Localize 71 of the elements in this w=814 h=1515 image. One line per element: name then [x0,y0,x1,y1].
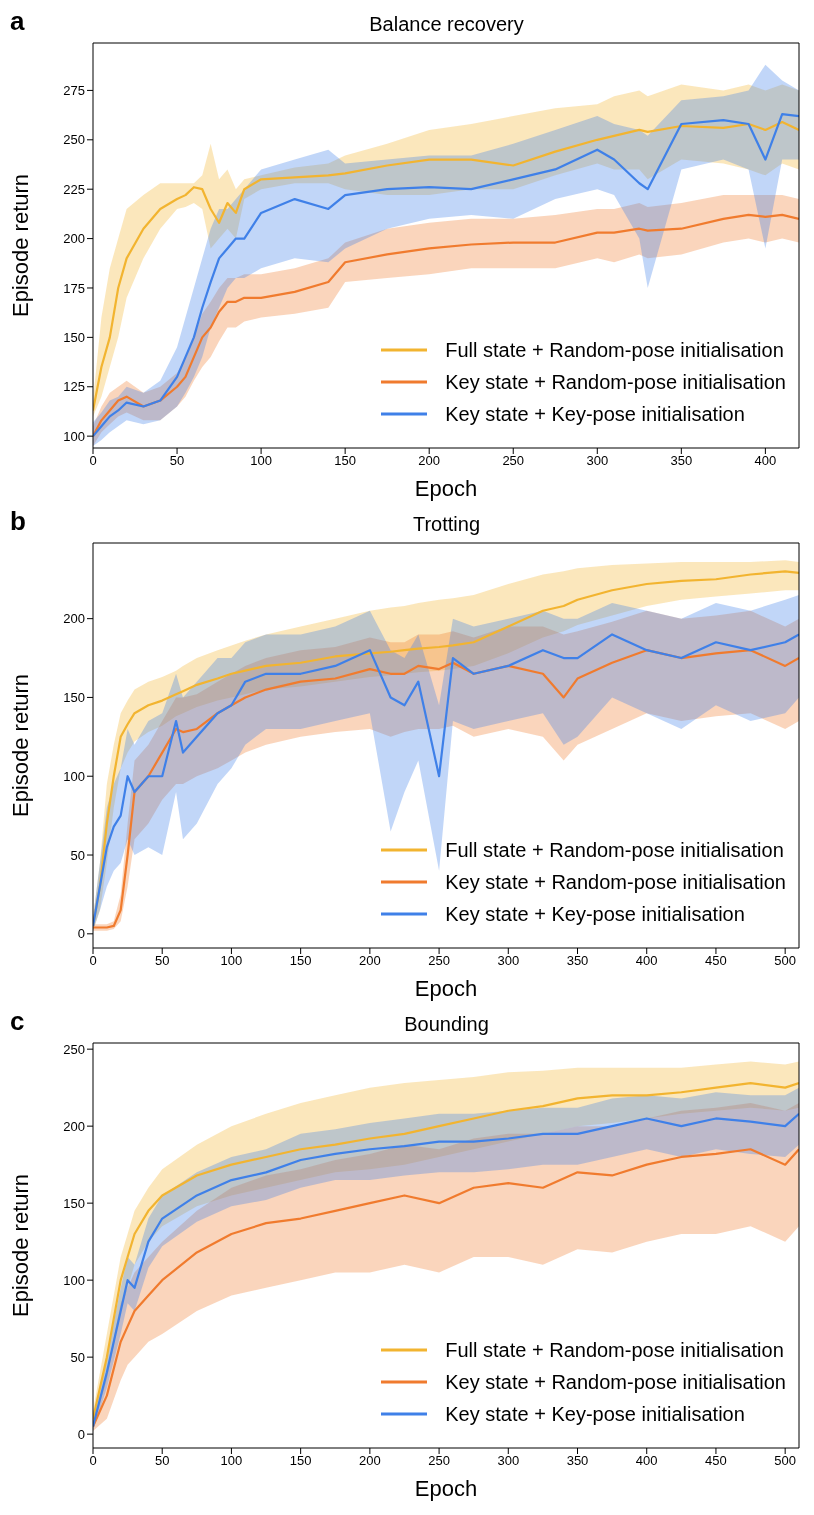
legend-label: Key state + Random-pose initialisation [445,870,786,895]
y-tick-label: 100 [63,768,85,784]
x-axis-title: Epoch [414,476,478,501]
y-tick-label: 200 [63,231,85,247]
y-tick-label: 150 [63,1195,85,1211]
x-tick-label: 150 [289,1453,312,1469]
x-tick-label: 0 [89,953,97,969]
y-tick-label: 100 [63,428,85,444]
y-tick-label: 250 [63,132,85,148]
legend-label: Full state + Random-pose initialisation [445,338,784,363]
y-tick-label: 150 [63,329,85,345]
legend-label: Key state + Key-pose initialisation [445,1402,745,1427]
y-tick-label: 275 [63,83,85,99]
legend-label: Key state + Key-pose initialisation [445,402,745,427]
y-tick-label: 0 [77,1426,85,1442]
y-tick-label: 200 [63,611,85,627]
y-tick-label: 175 [63,280,85,296]
text: c [10,1006,25,1036]
legend-label: Full state + Random-pose initialisation [445,1338,784,1363]
x-tick-label: 400 [754,453,777,469]
y-axis-title: Episode return [7,673,33,818]
y-tick-label: 100 [63,1272,85,1288]
x-tick-label: 250 [428,953,450,969]
y-tick-label: 200 [63,1118,85,1134]
x-tick-label: 400 [635,953,658,969]
y-tick-label: 0 [77,926,85,942]
x-tick-label: 50 [154,1453,170,1469]
legend-label: Full state + Random-pose initialisation [445,838,784,863]
x-tick-label: 250 [502,453,525,469]
legend-label: Key state + Random-pose initialisation [445,1370,786,1395]
x-tick-label: 200 [359,1453,381,1469]
y-tick-label: 250 [63,1041,85,1057]
x-tick-label: 300 [497,953,520,969]
x-tick-label: 150 [334,453,356,469]
text: a [10,6,25,36]
x-tick-label: 200 [418,453,441,469]
legend-label: Key state + Random-pose initialisation [445,370,786,395]
text: b [10,506,26,536]
y-axis-title: Episode return [7,1173,33,1318]
x-tick-label: 100 [220,953,243,969]
y-tick-label: 50 [70,847,85,863]
chart-title: Balance recovery [368,12,525,36]
x-tick-label: 300 [497,1453,520,1469]
x-tick-label: 200 [359,953,381,969]
x-tick-label: 0 [89,1453,97,1469]
x-tick-label: 300 [586,453,609,469]
x-axis-title: Epoch [414,976,478,1001]
y-tick-label: 50 [70,1349,85,1365]
chart-title: Bounding [403,1012,490,1036]
x-tick-label: 450 [705,1453,727,1469]
y-tick-label: 150 [63,690,85,706]
y-tick-label: 125 [63,379,85,395]
x-tick-label: 50 [169,453,185,469]
x-tick-label: 0 [89,453,97,469]
y-tick-label: 225 [63,181,85,197]
x-tick-label: 450 [705,953,727,969]
x-axis-title: Epoch [414,1476,478,1501]
legend-label: Key state + Key-pose initialisation [445,902,745,927]
x-tick-label: 400 [635,1453,658,1469]
chart-title: Trotting [411,512,482,536]
x-tick-label: 500 [774,953,797,969]
x-tick-label: 350 [670,453,693,469]
x-tick-label: 350 [566,1453,589,1469]
x-tick-label: 150 [289,953,312,969]
x-tick-label: 500 [774,1453,797,1469]
x-tick-label: 50 [154,953,170,969]
x-tick-label: 100 [220,1453,243,1469]
y-axis-title: Episode return [7,173,33,318]
x-tick-label: 250 [428,1453,450,1469]
x-tick-label: 350 [566,953,589,969]
x-tick-label: 100 [250,453,272,469]
